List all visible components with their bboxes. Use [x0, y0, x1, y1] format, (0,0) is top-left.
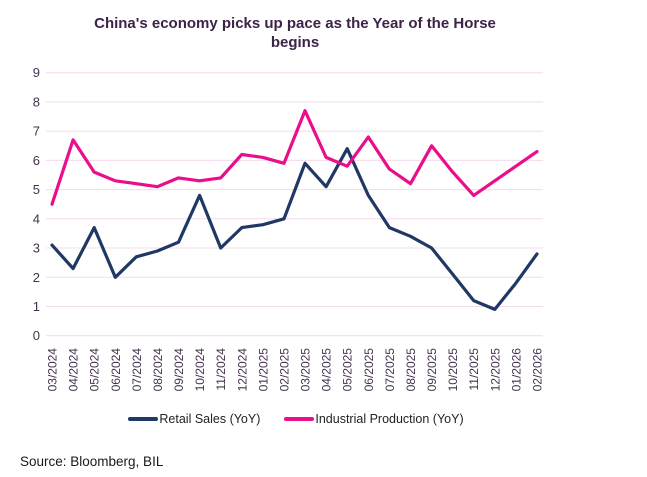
- legend-item: Industrial Production (YoY): [284, 412, 464, 426]
- x-tick-label: 07/2025: [383, 348, 397, 392]
- x-tick-label: 04/2025: [320, 348, 334, 392]
- y-tick-label: 4: [33, 211, 40, 226]
- x-tick-label: 02/2025: [277, 348, 291, 392]
- x-tick-label: 06/2025: [362, 348, 376, 392]
- x-tick-label: 08/2025: [404, 348, 418, 392]
- series-line: [50, 109, 539, 206]
- x-tick-label: 09/2024: [172, 348, 186, 392]
- y-tick-label: 3: [33, 241, 40, 256]
- x-tick-label: 01/2026: [509, 348, 523, 392]
- x-tick-label: 07/2024: [130, 348, 144, 392]
- x-tick-label: 05/2025: [341, 348, 355, 392]
- x-tick-label: 10/2025: [446, 348, 460, 392]
- x-tick-label: 11/2024: [214, 348, 228, 391]
- legend-line-swatch: [128, 417, 159, 421]
- y-tick-label: 1: [33, 299, 40, 314]
- y-tick-label: 7: [33, 124, 40, 139]
- legend-label: Industrial Production (YoY): [315, 412, 464, 426]
- series-line: [50, 147, 539, 311]
- legend-line-swatch: [284, 417, 315, 421]
- chart-legend: Retail Sales (YoY) Industrial Production …: [0, 412, 592, 426]
- y-tick-label: 5: [33, 182, 40, 197]
- x-tick-label: 09/2025: [425, 348, 439, 392]
- y-tick-label: 9: [33, 65, 40, 80]
- x-tick-label: 04/2024: [67, 348, 81, 392]
- x-tick-label: 05/2024: [88, 348, 102, 392]
- y-tick-label: 2: [33, 270, 40, 285]
- y-tick-label: 0: [33, 328, 40, 343]
- legend-label: Retail Sales (YoY): [159, 412, 261, 426]
- x-tick-label: 12/2025: [488, 348, 502, 392]
- source-note: Source: Bloomberg, BIL: [20, 454, 164, 469]
- x-tick-label: 08/2024: [151, 348, 165, 392]
- x-tick-label: 01/2025: [256, 348, 270, 392]
- chart-title: China's economy picks up pace as the Yea…: [94, 15, 496, 51]
- x-tick-label: 11/2025: [467, 348, 481, 391]
- y-tick-label: 6: [33, 153, 40, 168]
- x-tick-label: 06/2024: [109, 348, 123, 392]
- x-tick-label: 10/2024: [193, 348, 207, 392]
- legend-item: Retail Sales (YoY): [128, 412, 260, 426]
- x-tick-label: 12/2024: [235, 348, 249, 392]
- y-tick-label: 8: [33, 94, 40, 109]
- x-tick-label: 03/2024: [46, 348, 60, 392]
- x-tick-label: 03/2025: [299, 348, 313, 392]
- x-tick-label: 02/2026: [531, 348, 545, 392]
